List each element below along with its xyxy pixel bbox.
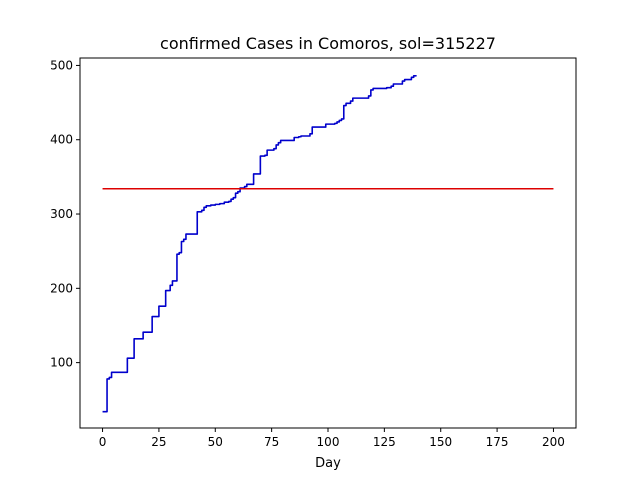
- x-tick-label: 175: [486, 435, 509, 449]
- series-layer: [102, 75, 554, 413]
- y-tick-label: 500: [50, 58, 73, 72]
- y-tick-label: 400: [50, 133, 73, 147]
- x-tick-label: 0: [99, 435, 107, 449]
- x-tick-label: 150: [429, 435, 452, 449]
- y-tick-label: 300: [50, 207, 73, 221]
- confirmed-cases-line: [102, 75, 417, 413]
- x-tick-label: 125: [373, 435, 396, 449]
- x-axis: 0 25 50 75 100 125 150 175 200: [99, 428, 565, 449]
- x-tick-label: 100: [317, 435, 340, 449]
- x-tick-label: 25: [151, 435, 166, 449]
- chart-title: confirmed Cases in Comoros, sol=315227: [160, 34, 496, 53]
- y-axis: 100 200 300 400 500: [50, 58, 80, 370]
- y-tick-label: 100: [50, 356, 73, 370]
- x-tick-label: 50: [208, 435, 223, 449]
- x-axis-label: Day: [315, 456, 341, 471]
- x-tick-label: 75: [264, 435, 279, 449]
- y-tick-label: 200: [50, 281, 73, 295]
- x-tick-label: 200: [542, 435, 565, 449]
